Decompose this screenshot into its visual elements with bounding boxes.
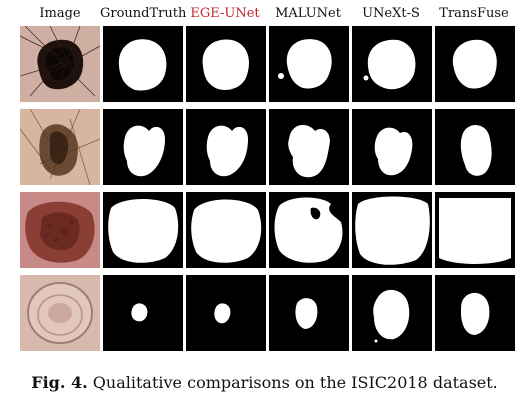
figure-caption: Fig. 4. Qualitative comparisons on the I…	[0, 373, 529, 392]
unext-s-mask-1	[352, 26, 432, 102]
malunet-mask-2	[269, 109, 349, 185]
comparison-grid	[20, 26, 515, 351]
skin-image-3	[20, 192, 100, 268]
skin-image-1	[20, 26, 100, 102]
transfuse-mask-2	[435, 109, 515, 185]
ege-unet-mask-4	[186, 275, 266, 351]
unext-s-mask-3	[352, 192, 432, 268]
malunet-mask-1	[269, 26, 349, 102]
ground-truth-mask-3	[103, 192, 183, 268]
skin-image-2	[20, 109, 100, 185]
transfuse-mask-4	[435, 275, 515, 351]
unext-s-mask-2	[352, 109, 432, 185]
ground-truth-mask-4	[103, 275, 183, 351]
figure-caption-text: Qualitative comparisons on the ISIC2018 …	[92, 373, 498, 392]
ege-unet-mask-1	[186, 26, 266, 102]
transfuse-mask-3	[435, 192, 515, 268]
unext-s-mask-4	[352, 275, 432, 351]
ground-truth-mask-2	[103, 109, 183, 185]
column-header-transfuse: TransFuse	[439, 6, 509, 21]
ege-unet-mask-2	[186, 109, 266, 185]
malunet-mask-3	[269, 192, 349, 268]
ege-unet-mask-3	[186, 192, 266, 268]
column-header-image: Image	[39, 6, 81, 21]
column-header-malunet: MALUNet	[275, 6, 341, 21]
ground-truth-mask-1	[103, 26, 183, 102]
column-header-unext-s: UNeXt-S	[362, 6, 420, 21]
column-headers: Image GroundTruth EGE-UNet MALUNet UNeXt…	[0, 0, 529, 26]
malunet-mask-4	[269, 275, 349, 351]
skin-image-4	[20, 275, 100, 351]
column-header-ege-unet: EGE-UNet	[190, 6, 260, 21]
column-header-groundtruth: GroundTruth	[100, 6, 187, 21]
transfuse-mask-1	[435, 26, 515, 102]
figure-label: Fig. 4.	[31, 373, 88, 392]
